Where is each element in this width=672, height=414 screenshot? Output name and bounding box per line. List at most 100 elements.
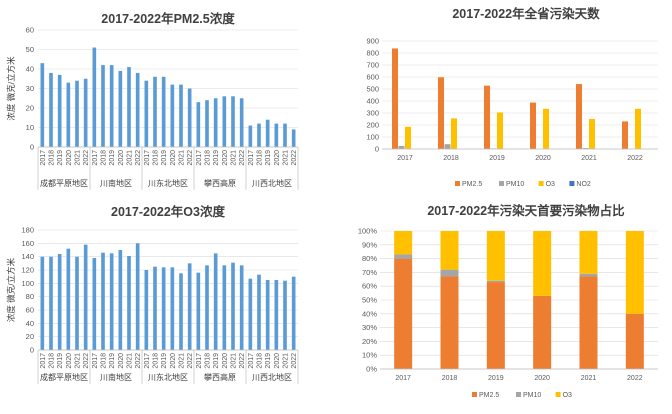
bar: [392, 48, 398, 149]
x-tick-label: 2021: [283, 150, 290, 166]
x-tick-label: 2022: [291, 353, 298, 369]
x-tick-label: 2017: [397, 155, 413, 162]
bar-segment: [579, 273, 598, 277]
y-tick-label: 300: [366, 109, 379, 118]
y-tick-label: 20: [26, 332, 34, 341]
bar: [222, 96, 227, 147]
pm25-concentration-chart: 2017-2022年PM2.5浓度 0 10 20 30 40 50 60 浓度 微克/立方米 2…: [0, 0, 336, 200]
bar: [265, 119, 270, 147]
x-tick-label: 2020: [274, 353, 281, 369]
y-tick-label: 20: [26, 104, 34, 113]
x-tick-label: 2017: [92, 150, 99, 166]
x-tick-label: 2019: [57, 150, 64, 166]
chart-title: 2017-2022年PM2.5浓度: [101, 11, 235, 26]
region-label: 成都平原地区: [40, 178, 88, 188]
x-tick-label: 2018: [443, 155, 459, 162]
bar: [291, 129, 296, 147]
pollution-days-chart: 2017-2022年全省污染天数 0 100 200 300 400 500 600 700 80…: [340, 0, 672, 200]
y-tick-label: 100: [366, 133, 379, 142]
x-tick-label: 2021: [231, 150, 238, 166]
bar-segment: [625, 313, 644, 369]
x-tick-label: 2018: [442, 375, 458, 382]
x-tick-label: 2019: [265, 150, 272, 166]
y-tick-label: 80%: [362, 254, 377, 263]
bar: [231, 96, 235, 147]
x-tick-label: 2021: [127, 353, 134, 369]
x-tick-label: 2020: [118, 150, 125, 166]
x-tick-label: 2022: [187, 353, 194, 369]
bar: [57, 74, 62, 147]
bar: [213, 253, 218, 350]
legend-label: O3: [546, 181, 555, 188]
bar-segment: [579, 231, 598, 274]
y-tick-label: 60: [26, 26, 34, 35]
chart-title: 2017-2022年污染天首要污染物占比: [427, 203, 625, 218]
x-tick-label: 2020: [534, 375, 550, 382]
x-tick-label: 2017: [92, 353, 99, 369]
bar: [109, 253, 114, 350]
x-tick-label: 2020: [66, 353, 73, 369]
share-chart-svg: 2017-2022年污染天首要污染物占比 0% 10% 20% 30% 40% 50% 60%…: [358, 203, 658, 399]
bar: [153, 266, 157, 350]
x-tick-label: 2017: [144, 150, 151, 166]
bar-segment: [440, 276, 459, 369]
x-tick-label: 2022: [135, 353, 142, 369]
y-tick-label: 180: [21, 226, 34, 235]
legend-swatch: [569, 181, 575, 186]
bar: [57, 254, 62, 350]
x-tick-label: 2021: [127, 150, 134, 166]
y-tick-label: 50: [26, 45, 34, 54]
o3-concentration-chart: 2017-2022年O3浓度 0 20 40 60 80 100 120 140 160 180 浓度…: [0, 200, 336, 414]
legend-swatch: [499, 181, 504, 186]
x-tick-label: 2020: [118, 353, 125, 369]
bar: [622, 121, 628, 149]
bar: [49, 72, 53, 147]
bar: [179, 273, 183, 350]
days-chart-svg: 2017-2022年全省污染天数 0 100 200 300 400 500 600 700 80…: [366, 6, 658, 188]
bar: [576, 84, 582, 149]
x-tick-label: 2020: [66, 150, 73, 166]
y-tick-label: 700: [366, 61, 379, 70]
y-tick-label: 160: [21, 239, 34, 248]
y-tick-label: 50%: [362, 296, 377, 305]
bar-segment: [579, 276, 598, 369]
x-tick-label: 2022: [239, 150, 246, 166]
bar-segment: [394, 258, 413, 369]
y-tick-label: 10: [26, 123, 34, 132]
bar: [101, 252, 105, 350]
x-tick-label: 2022: [627, 155, 643, 162]
x-tick-label: 2021: [231, 353, 238, 369]
y-tick-label: 200: [366, 121, 379, 130]
bar: [239, 265, 244, 350]
x-tick-label: 2018: [101, 150, 108, 166]
bar: [66, 248, 71, 350]
chart-title: 2017-2022年O3浓度: [111, 204, 225, 219]
legend-label: PM10: [523, 392, 541, 399]
bar: [283, 280, 287, 350]
bar: [135, 72, 140, 147]
x-tick-label: 2019: [488, 375, 504, 382]
bar: [205, 100, 209, 147]
x-tick-label: 2020: [170, 150, 177, 166]
x-tick-label: 2022: [239, 353, 246, 369]
legend-label: PM2.5: [479, 392, 499, 399]
y-tick-label: 70%: [362, 268, 377, 277]
x-tick-label: 2020: [535, 155, 551, 162]
y-axis-label: 浓度 微克/立方米: [6, 56, 16, 121]
bar: [582, 148, 589, 149]
bar: [170, 267, 175, 350]
bar: [118, 70, 123, 147]
y-tick-label: 0: [30, 346, 34, 355]
y-tick-label: 60%: [362, 282, 377, 291]
bar: [444, 144, 451, 149]
bar: [75, 256, 79, 350]
y-tick-label: 20%: [362, 337, 377, 346]
bar: [40, 63, 45, 147]
region-label: 川东北地区: [148, 178, 188, 188]
x-tick-label: 2019: [161, 353, 168, 369]
bar-segment: [486, 231, 505, 281]
x-tick-label: 2022: [83, 353, 90, 369]
x-tick-label: 2017: [248, 150, 255, 166]
pm25-chart-svg: 2017-2022年PM2.5浓度 0 10 20 30 40 50 60 浓度 微克/立方米 2…: [6, 11, 299, 190]
x-tick-label: 2017: [395, 375, 411, 382]
